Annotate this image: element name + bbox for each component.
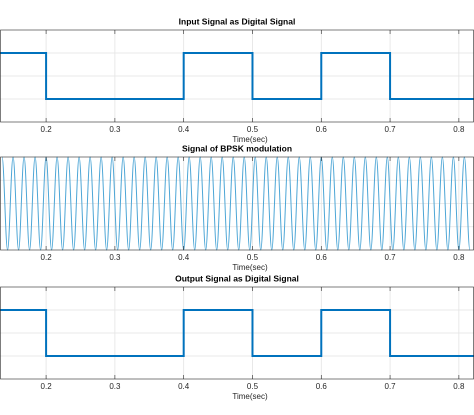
x-axis-label: Time(sec) (232, 392, 268, 401)
subplot-title: Input Signal as Digital Signal (179, 16, 296, 26)
x-tick-label: 0.5 (247, 125, 259, 134)
subplot-title: Signal of BPSK modulation (182, 143, 292, 153)
x-tick-label: 0.6 (316, 382, 328, 391)
x-tick-label: 0.7 (385, 125, 397, 134)
x-axis-label: Time(sec) (232, 135, 268, 144)
x-tick-label: 0.3 (109, 125, 121, 134)
x-tick-label: 0.8 (453, 125, 465, 134)
x-tick-label: 0.4 (178, 382, 190, 391)
x-tick-label: 0.2 (41, 253, 53, 262)
subplot-title: Output Signal as Digital Signal (175, 273, 299, 283)
signal-line (0, 309, 474, 357)
x-tick-label: 0.8 (453, 253, 465, 262)
x-tick-label: 0.6 (316, 253, 328, 262)
x-tick-label: 0.3 (109, 253, 121, 262)
x-tick-label: 0.4 (178, 125, 190, 134)
x-axis-label: Time(sec) (232, 263, 268, 272)
x-tick-label: 0.7 (385, 253, 397, 262)
signal-line (1, 156, 471, 251)
x-tick-label: 0.5 (247, 253, 259, 262)
signal-line (0, 52, 474, 100)
x-tick-label: 0.7 (385, 382, 397, 391)
x-tick-label: 0.2 (41, 125, 53, 134)
x-tick-label: 0.5 (247, 382, 259, 391)
x-tick-label: 0.4 (178, 253, 190, 262)
x-tick-label: 0.3 (109, 382, 121, 391)
x-tick-label: 0.6 (316, 125, 328, 134)
x-tick-label: 0.2 (41, 382, 53, 391)
x-tick-label: 0.8 (453, 382, 465, 391)
